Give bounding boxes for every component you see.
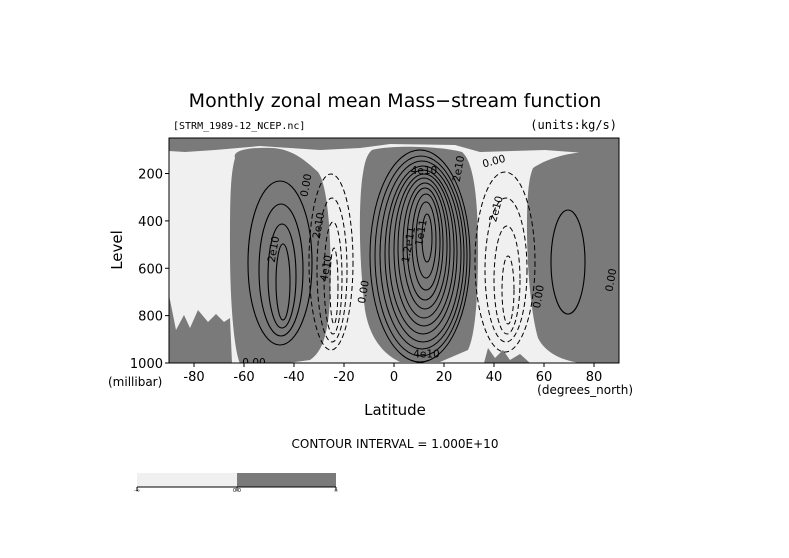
file-label: [STRM_1989-12_NCEP.nc] — [173, 121, 305, 132]
x-tick-label: 0 — [390, 370, 398, 385]
y-tick-label: 200 — [138, 168, 163, 183]
x-tick-label: 40 — [486, 370, 503, 385]
contour-label: 0.00 — [356, 279, 372, 304]
southern-negative-cell-contours — [247, 180, 313, 346]
contour-label: 0.00 — [299, 173, 315, 198]
x-unit-label: (degrees_north) — [537, 383, 633, 397]
northern-positive-cell-contours — [474, 171, 536, 353]
x-axis-label: Latitude — [364, 401, 426, 419]
y-axis: 200 400 600 800 1000 — [130, 168, 169, 372]
x-tick-label: -60 — [233, 370, 254, 385]
contour-label: 2e10 — [451, 155, 467, 183]
chart-title: Monthly zonal mean Mass−stream function — [189, 90, 602, 112]
colorbar-label-zero: 0.0 — [233, 488, 241, 494]
colorbar-label-max: ∞ — [334, 488, 338, 494]
contour-label: 4e10 — [411, 165, 438, 177]
hadley-cell-contours — [369, 149, 471, 363]
negative-region-surface-bumps — [484, 348, 530, 363]
contour-label: 0.00 — [604, 268, 620, 293]
contour-interval-text: CONTOUR INTERVAL = 1.000E+10 — [292, 437, 499, 451]
contour-label: 2e10 — [266, 235, 282, 263]
y-axis-label: Level — [108, 230, 126, 270]
x-tick-label: -20 — [333, 370, 354, 385]
contour-label: 0.00 — [481, 153, 507, 171]
x-tick-label: -40 — [283, 370, 304, 385]
y-tick-label: 400 — [138, 215, 163, 230]
y-tick-label: 1000 — [130, 357, 163, 372]
negative-region-antarctic-surface — [169, 295, 232, 363]
contour-label: 0.00 — [531, 284, 547, 309]
x-tick-label: -80 — [183, 370, 204, 385]
y-unit-label: (millibar) — [108, 375, 162, 389]
x-tick-label: 20 — [436, 370, 453, 385]
southern-positive-cell-contours — [308, 173, 354, 351]
negative-region-southern-cell — [230, 147, 331, 363]
negative-region-top-band — [169, 138, 619, 157]
negative-region-northern-polar-cell — [527, 150, 619, 363]
contour-label: 0.00 — [242, 357, 265, 369]
x-tick-label: 80 — [586, 370, 603, 385]
northern-negative-cell-contours — [550, 209, 586, 315]
colorbar: -∞ 0.0 ∞ — [134, 473, 338, 494]
contour-label: 4e10 — [413, 349, 440, 361]
units-label: (units:kg/s) — [530, 118, 617, 132]
contour-label: 1e11 — [413, 219, 429, 247]
y-tick-label: 800 — [138, 310, 163, 325]
contour-label: 2e10 — [311, 212, 327, 240]
y-tick-label: 600 — [138, 262, 163, 277]
x-axis: -80 -60 -40 -20 0 20 40 60 80 — [183, 363, 602, 385]
x-tick-label: 60 — [536, 370, 553, 385]
colorbar-label-min: -∞ — [134, 488, 140, 494]
negative-region-arctic-surface — [600, 296, 619, 363]
negative-region-hadley-cell — [359, 146, 478, 362]
contour-label: 4e10 — [318, 254, 334, 282]
colorbar-negative-swatch — [237, 473, 336, 487]
colorbar-positive-swatch — [137, 473, 237, 487]
